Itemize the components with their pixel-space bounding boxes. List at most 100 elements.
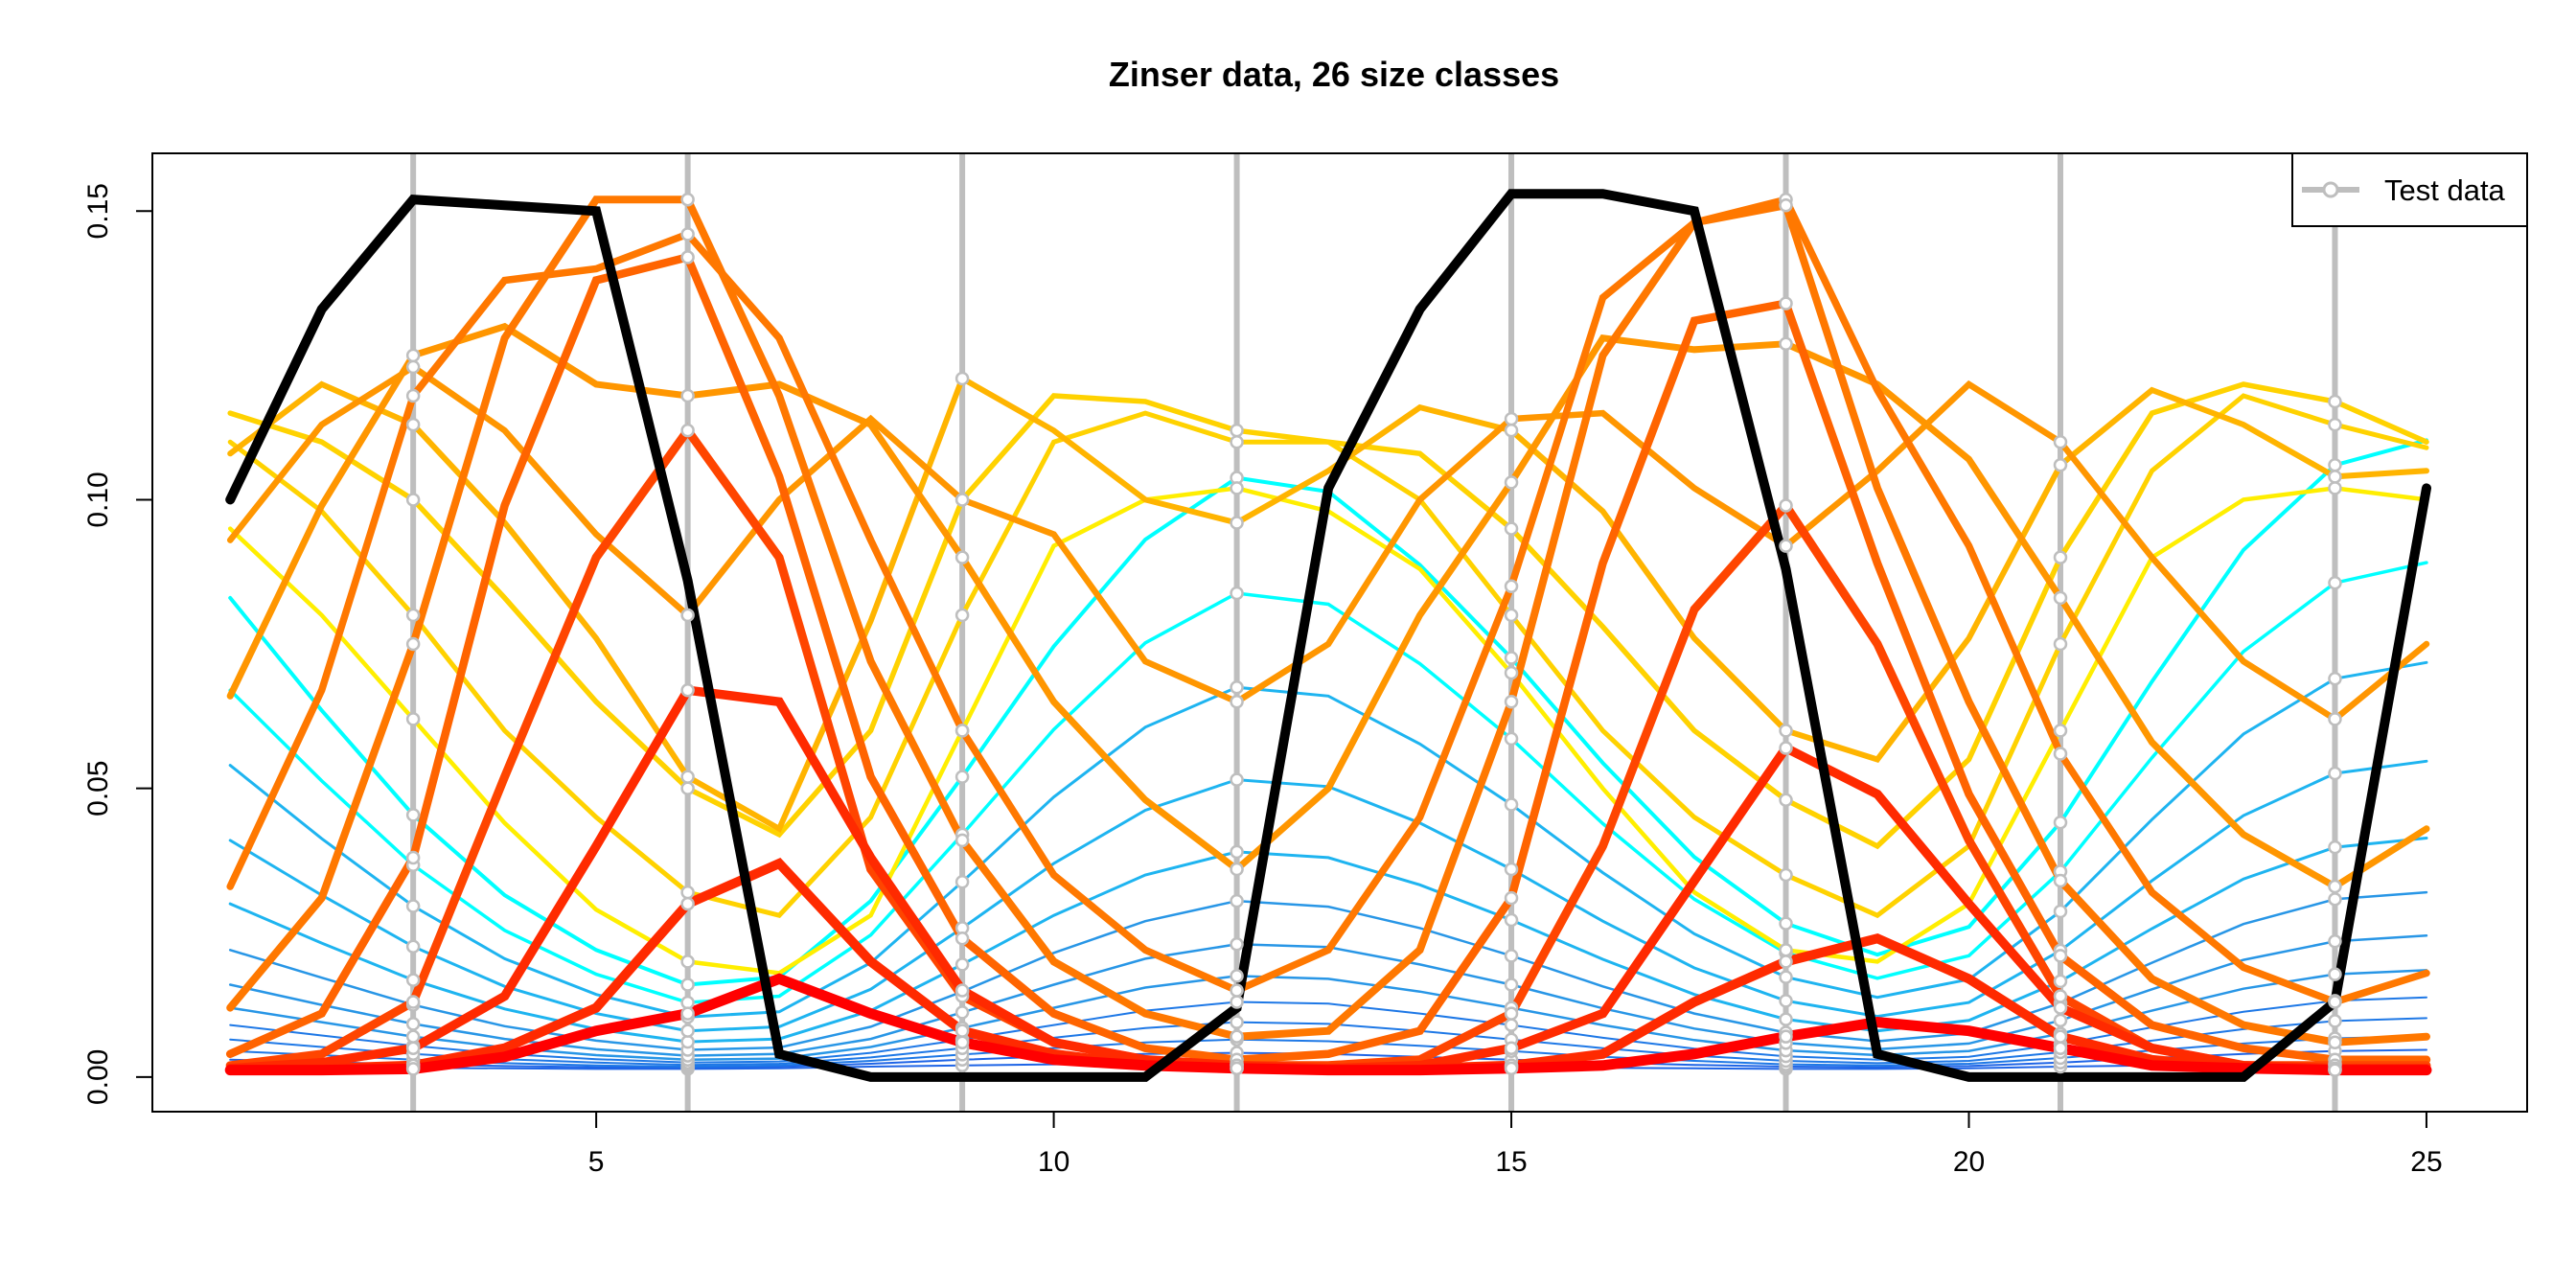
test-data-point: [954, 724, 970, 738]
test-data-point: [954, 1035, 970, 1049]
test-data-point: [1504, 579, 1519, 594]
test-data-point: [405, 636, 421, 652]
test-data-point: [1779, 970, 1793, 984]
test-data-point: [1504, 1061, 1519, 1076]
test-data-point: [1230, 937, 1244, 952]
test-data-point: [1779, 724, 1793, 738]
test-data-point: [1504, 651, 1519, 665]
test-data-point: [405, 1029, 421, 1044]
test-data-point: [1779, 1029, 1793, 1044]
test-data-point: [1230, 772, 1244, 787]
test-data-point: [954, 550, 970, 564]
test-data-point: [1504, 695, 1519, 709]
y-tick-label: 0.05: [82, 760, 114, 816]
test-data-point: [2328, 712, 2342, 726]
test-data-point: [1230, 586, 1244, 601]
test-data-point: [405, 939, 421, 954]
test-data-point: [1504, 608, 1519, 623]
test-data-point: [954, 770, 970, 784]
test-data-point: [405, 712, 421, 726]
test-data-point: [2053, 434, 2068, 449]
test-data-point: [954, 493, 970, 507]
test-data-point: [1779, 867, 1793, 883]
test-data-point: [1504, 1041, 1519, 1055]
test-data-point: [680, 978, 695, 992]
test-data-point: [2053, 550, 2068, 564]
test-data-point: [2328, 417, 2342, 432]
test-data-point: [1230, 844, 1244, 860]
test-data-point: [1230, 423, 1244, 438]
test-data-point: [2328, 470, 2342, 484]
test-data-point: [680, 1006, 695, 1021]
test-data-point: [405, 995, 421, 1009]
test-data-point: [1779, 916, 1793, 931]
test-data-point: [2053, 458, 2068, 472]
test-data-point: [680, 227, 695, 242]
test-data-point: [405, 850, 421, 865]
test-data-point: [1230, 695, 1244, 709]
test-data-point: [2328, 995, 2342, 1009]
test-data-point: [1230, 1029, 1244, 1044]
test-data-point: [405, 1041, 421, 1055]
test-data-point: [1504, 978, 1519, 992]
test-data-point: [1779, 336, 1793, 352]
test-data-point: [2053, 873, 2068, 888]
test-data-point: [2053, 989, 2068, 1003]
test-data-point: [405, 808, 421, 822]
test-data-point: [1230, 1015, 1244, 1029]
test-data-point: [1230, 862, 1244, 877]
test-data-point: [680, 954, 695, 969]
test-data-point: [1504, 1006, 1519, 1021]
test-data-point: [680, 423, 695, 438]
test-data-point: [1504, 423, 1519, 438]
test-data-point: [2053, 747, 2068, 761]
test-data-point: [954, 1024, 970, 1038]
legend-entry-test-data: Test data: [2384, 173, 2506, 207]
test-data-point: [680, 608, 695, 623]
test-data-point: [680, 885, 695, 900]
test-data-point: [954, 1005, 970, 1020]
test-data-point: [2328, 671, 2342, 686]
test-data-point: [2053, 1041, 2068, 1055]
test-data-point: [680, 388, 695, 403]
test-data-point: [954, 874, 970, 889]
test-data-point: [1779, 994, 1793, 1008]
test-data-point: [1504, 521, 1519, 536]
x-tick-label: 20: [1953, 1146, 1985, 1178]
test-data-point: [2328, 394, 2342, 409]
test-data-point: [1230, 893, 1244, 908]
test-data-point: [1504, 731, 1519, 747]
legend: Test data: [2291, 152, 2528, 227]
test-data-point: [680, 192, 695, 207]
test-data-point: [954, 833, 970, 848]
test-data-point: [405, 608, 421, 623]
test-data-point: [405, 359, 421, 375]
test-data-point: [954, 932, 970, 946]
test-data-point: [1779, 1012, 1793, 1026]
chart-title: Zinser data, 26 size classes: [1109, 55, 1559, 94]
test-data-point: [405, 1062, 421, 1076]
test-data-point: [954, 371, 970, 386]
test-data-points: [405, 192, 2342, 1077]
x-tick-label: 10: [1038, 1146, 1070, 1178]
test-data-point: [1504, 797, 1519, 812]
test-data-point: [405, 388, 421, 403]
test-data-point: [1504, 862, 1519, 877]
test-data-point: [2053, 590, 2068, 606]
test-data-point: [954, 983, 970, 998]
y-tick-label: 0.10: [82, 472, 114, 527]
test-data-point: [680, 896, 695, 911]
test-data-point: [1230, 1061, 1244, 1076]
test-data-point: [1504, 949, 1519, 963]
test-data-point: [1779, 793, 1793, 807]
test-data-point: [2328, 1035, 2342, 1049]
test-data-point: [2053, 724, 2068, 738]
test-data-point: [1504, 665, 1519, 680]
test-data-point: [1230, 516, 1244, 530]
test-data-point: [1504, 1018, 1519, 1032]
test-data-point: [2053, 904, 2068, 919]
test-data-point: [680, 250, 695, 264]
y-tick-label: 0.00: [82, 1049, 114, 1105]
